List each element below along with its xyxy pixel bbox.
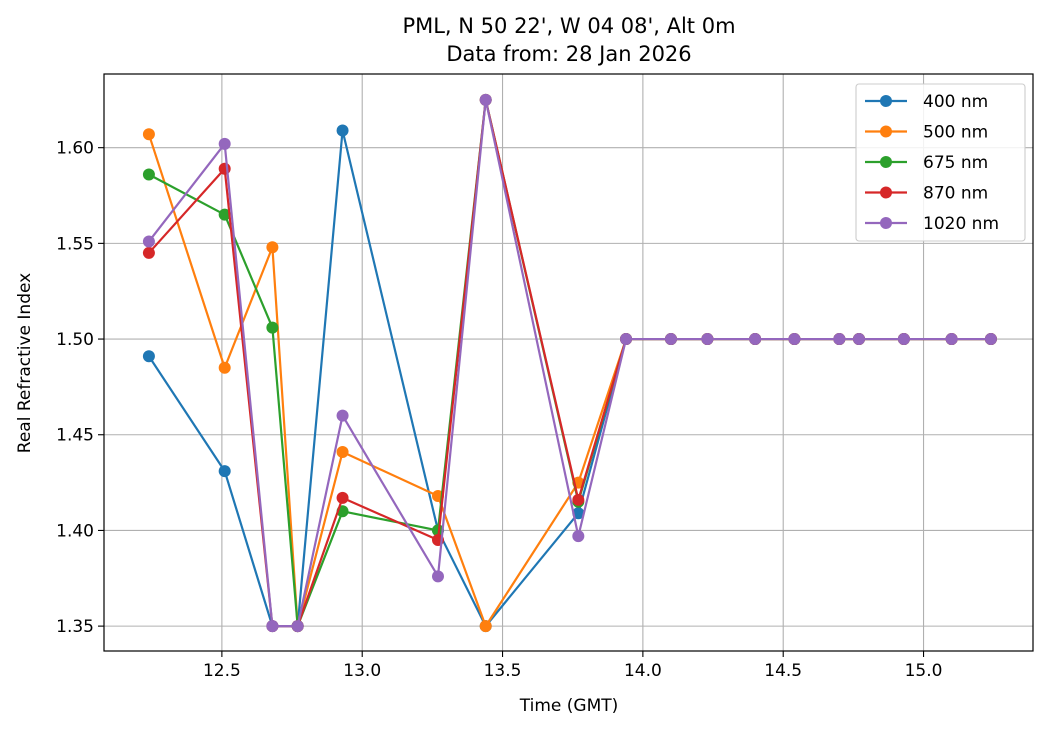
- data-point-1020-nm: [336, 409, 349, 422]
- legend-item-1020-nm: 1020 nm: [865, 214, 999, 234]
- chart-subtitle: Data from: 28 Jan 2026: [446, 42, 691, 66]
- data-point-500-nm: [142, 128, 155, 141]
- y-axis: 1.35 1.40 1.45 1.50 1.55 1.60: [56, 139, 104, 637]
- y-tick-label: 1.45: [56, 426, 94, 446]
- data-point-500-nm: [218, 361, 231, 374]
- data-point-400-nm: [218, 465, 231, 478]
- data-point-1020-nm: [479, 93, 492, 106]
- legend-label: 870 nm: [923, 184, 988, 204]
- plot-frame: [103, 73, 1034, 652]
- data-point-1020-nm: [701, 333, 714, 346]
- legend-swatch-marker: [880, 156, 892, 168]
- series-1020-nm: [142, 93, 997, 633]
- data-point-1020-nm: [572, 530, 585, 543]
- data-point-1020-nm: [984, 333, 997, 346]
- legend-swatch-marker: [880, 217, 892, 229]
- data-point-870-nm: [336, 491, 349, 504]
- data-point-500-nm: [266, 241, 279, 254]
- data-point-1020-nm: [218, 137, 231, 150]
- x-tick-label: 13.5: [484, 661, 522, 681]
- y-tick-label: 1.50: [56, 330, 94, 350]
- data-point-1020-nm: [142, 235, 155, 248]
- x-tick-label: 13.0: [343, 661, 381, 681]
- data-point-1020-nm: [291, 620, 304, 633]
- data-point-675-nm: [266, 321, 279, 334]
- chart-title: PML, N 50 22', W 04 08', Alt 0m: [402, 14, 735, 38]
- legend-label: 500 nm: [923, 123, 988, 143]
- legend-item-675-nm: 675 nm: [865, 153, 988, 173]
- x-tick-label: 14.0: [624, 661, 662, 681]
- data-point-870-nm: [572, 493, 585, 506]
- data-point-1020-nm: [266, 620, 279, 633]
- legend-item-400-nm: 400 nm: [865, 92, 988, 112]
- legend: 400 nm 500 nm 675 nm 870 nm 1020 nm: [855, 83, 1026, 242]
- data-point-1020-nm: [431, 570, 444, 583]
- x-tick-label: 12.5: [203, 661, 241, 681]
- data-point-1020-nm: [833, 333, 846, 346]
- y-axis-label: Real Refractive Index: [15, 273, 35, 453]
- legend-swatch-marker: [880, 95, 892, 107]
- x-tick-label: 14.5: [764, 661, 802, 681]
- legend-box: [855, 83, 1026, 242]
- data-point-1020-nm: [852, 333, 865, 346]
- y-tick-label: 1.35: [56, 617, 94, 637]
- legend-item-870-nm: 870 nm: [865, 184, 988, 204]
- data-point-1020-nm: [788, 333, 801, 346]
- legend-swatch-marker: [880, 186, 892, 199]
- legend-label: 400 nm: [923, 92, 988, 112]
- x-axis: 12.5 13.0 13.5 14.0 14.5 15.0: [203, 651, 943, 681]
- legend-item-500-nm: 500 nm: [865, 123, 988, 143]
- legend-label: 675 nm: [923, 153, 988, 173]
- data-point-400-nm: [336, 124, 349, 137]
- data-point-1020-nm: [620, 333, 633, 346]
- x-tick-label: 15.0: [905, 661, 943, 681]
- series-group: [142, 93, 997, 633]
- y-tick-label: 1.60: [56, 139, 94, 159]
- data-point-1020-nm: [664, 333, 677, 346]
- data-point-1020-nm: [897, 333, 910, 346]
- x-axis-label: Time (GMT): [519, 696, 619, 716]
- y-tick-label: 1.55: [56, 234, 94, 254]
- data-point-675-nm: [142, 168, 155, 181]
- data-point-870-nm: [218, 162, 231, 175]
- legend-label: 1020 nm: [923, 214, 999, 234]
- data-point-1020-nm: [945, 333, 958, 346]
- data-point-400-nm: [572, 507, 585, 520]
- data-point-500-nm: [479, 620, 492, 633]
- data-point-1020-nm: [749, 333, 762, 346]
- legend-swatch-marker: [880, 125, 892, 138]
- data-point-870-nm: [142, 246, 155, 259]
- data-point-675-nm: [218, 208, 231, 221]
- data-point-500-nm: [336, 445, 349, 458]
- data-point-400-nm: [142, 350, 155, 363]
- y-tick-label: 1.40: [56, 521, 94, 541]
